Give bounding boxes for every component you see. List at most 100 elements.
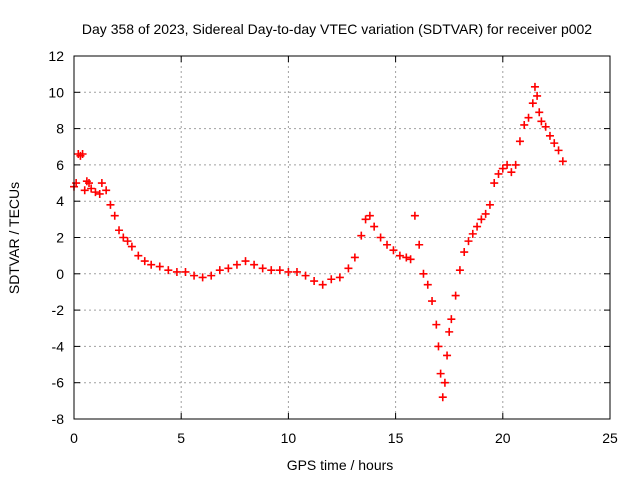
data-point xyxy=(428,297,437,306)
data-point xyxy=(91,188,100,197)
data-point xyxy=(80,186,89,195)
data-point xyxy=(85,179,94,188)
data-point xyxy=(350,253,359,262)
data-point xyxy=(481,209,490,218)
data-point xyxy=(432,320,441,329)
data-points xyxy=(70,82,567,402)
data-point xyxy=(198,273,207,282)
y-tick-label: -2 xyxy=(52,302,65,318)
data-point xyxy=(477,215,486,224)
data-point xyxy=(119,233,128,242)
data-point xyxy=(445,327,454,336)
data-point xyxy=(503,160,512,169)
data-point xyxy=(72,179,81,188)
data-point xyxy=(147,260,156,269)
data-point xyxy=(87,184,96,193)
data-point xyxy=(533,91,542,100)
y-tick-label: 12 xyxy=(48,48,64,64)
data-point xyxy=(376,233,385,242)
data-point xyxy=(172,267,181,276)
data-point xyxy=(490,179,499,188)
data-point xyxy=(106,200,115,209)
y-tick-label: 0 xyxy=(56,266,64,282)
data-point xyxy=(327,275,336,284)
x-tick-label: 20 xyxy=(495,430,511,446)
data-point xyxy=(443,351,452,360)
data-point xyxy=(110,211,119,220)
data-point xyxy=(95,189,104,198)
data-point xyxy=(419,269,428,278)
data-point xyxy=(473,222,482,231)
data-point xyxy=(520,120,529,129)
data-point xyxy=(190,271,199,280)
data-point xyxy=(460,248,469,257)
data-point xyxy=(455,266,464,275)
data-point xyxy=(370,222,379,231)
data-point xyxy=(250,260,259,269)
data-point xyxy=(335,273,344,282)
data-point xyxy=(485,200,494,209)
data-point xyxy=(550,139,559,148)
data-point xyxy=(410,211,419,220)
data-point xyxy=(123,237,132,246)
y-tick-label: -8 xyxy=(52,411,65,427)
y-axis-label: SDTVAR / TECUs xyxy=(6,182,22,294)
data-point xyxy=(406,255,415,264)
data-point xyxy=(436,369,445,378)
data-point xyxy=(423,280,432,289)
chart-title: Day 358 of 2023, Sidereal Day-to-day VTE… xyxy=(82,21,592,37)
y-tick-label: 2 xyxy=(56,230,64,246)
data-point xyxy=(155,262,164,271)
data-point xyxy=(545,131,554,140)
data-point xyxy=(232,260,241,269)
x-tick-label: 15 xyxy=(388,430,404,446)
x-tick-label: 10 xyxy=(281,430,297,446)
y-tick-label: -4 xyxy=(52,338,65,354)
data-point xyxy=(541,122,550,131)
data-point xyxy=(284,267,293,276)
y-tick-label: 8 xyxy=(56,121,64,137)
data-point xyxy=(310,277,319,286)
data-point xyxy=(207,271,216,280)
data-point xyxy=(464,237,473,246)
data-point xyxy=(134,251,143,260)
data-point xyxy=(507,168,516,177)
data-point xyxy=(535,108,544,117)
data-point xyxy=(78,150,87,159)
data-point xyxy=(389,246,398,255)
data-point xyxy=(344,264,353,273)
data-point xyxy=(554,146,563,155)
y-tick-label: -6 xyxy=(52,375,65,391)
data-point xyxy=(115,226,124,235)
data-point xyxy=(365,211,374,220)
data-point xyxy=(524,113,533,122)
data-point xyxy=(438,393,447,402)
data-point xyxy=(494,169,503,178)
data-point xyxy=(267,266,276,275)
y-axis-ticks: -8 -6 -4 -2 0 2 4 6 8 10 12 xyxy=(48,48,610,427)
data-point xyxy=(447,315,456,324)
data-point xyxy=(301,271,310,280)
data-point xyxy=(140,257,149,266)
grid-lines xyxy=(74,56,610,419)
data-point xyxy=(318,280,327,289)
x-axis-ticks: 0 5 10 15 20 25 xyxy=(70,56,618,446)
data-point xyxy=(383,240,392,249)
y-tick-label: 10 xyxy=(48,84,64,100)
data-point xyxy=(241,257,250,266)
data-point xyxy=(440,378,449,387)
data-point xyxy=(181,267,190,276)
data-point xyxy=(434,342,443,351)
x-tick-label: 0 xyxy=(70,430,78,446)
data-point xyxy=(275,266,284,275)
data-point xyxy=(468,229,477,238)
data-point xyxy=(415,240,424,249)
y-tick-label: 6 xyxy=(56,157,64,173)
data-point xyxy=(215,266,224,275)
data-point xyxy=(451,291,460,300)
data-point xyxy=(357,231,366,240)
data-point xyxy=(127,242,136,251)
x-tick-label: 5 xyxy=(177,430,185,446)
data-point xyxy=(258,264,267,273)
data-point xyxy=(164,266,173,275)
